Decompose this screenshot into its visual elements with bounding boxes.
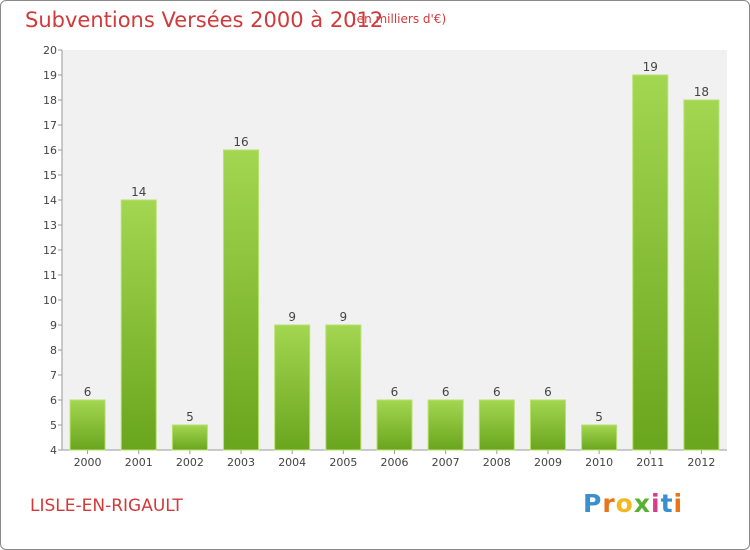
value-label-2009: 6 xyxy=(544,385,552,399)
value-label-2011: 19 xyxy=(643,60,658,74)
y-tick-label: 8 xyxy=(50,344,57,357)
logo-letter: i xyxy=(651,489,661,518)
y-tick-label: 9 xyxy=(50,319,57,332)
bar-2005 xyxy=(325,324,362,451)
proxiti-logo: Proxiti xyxy=(583,489,683,518)
logo-letter: t xyxy=(660,489,674,518)
value-label-2005: 9 xyxy=(340,310,348,324)
y-tick-label: 16 xyxy=(43,144,57,157)
value-label-2012: 18 xyxy=(694,85,709,99)
chart-title: Subventions Versées 2000 à 2012 xyxy=(25,8,384,32)
x-tick-label-2011: 2011 xyxy=(636,456,664,469)
x-tick-label-2000: 2000 xyxy=(74,456,102,469)
value-label-2010: 5 xyxy=(595,410,603,424)
commune-name: LISLE-EN-RIGAULT xyxy=(30,496,183,516)
x-tick-label-2003: 2003 xyxy=(227,456,255,469)
chart-subtitle: (en milliers d'€) xyxy=(352,12,447,26)
value-label-2003: 16 xyxy=(233,135,248,149)
bar-2003 xyxy=(223,149,260,451)
x-tick-label-2002: 2002 xyxy=(176,456,204,469)
logo-letter: o xyxy=(615,489,634,518)
y-tick-label: 10 xyxy=(43,294,57,307)
x-tick-label-2006: 2006 xyxy=(381,456,409,469)
y-tick-label: 18 xyxy=(43,94,57,107)
x-tick-label-2001: 2001 xyxy=(125,456,153,469)
y-tick-label: 6 xyxy=(50,394,57,407)
value-label-2004: 9 xyxy=(288,310,296,324)
bar-2002 xyxy=(171,424,208,451)
y-tick-label: 11 xyxy=(43,269,57,282)
bar-2012 xyxy=(683,99,720,451)
value-label-2002: 5 xyxy=(186,410,194,424)
y-tick-label: 12 xyxy=(43,244,57,257)
x-tick-label-2008: 2008 xyxy=(483,456,511,469)
bar-2004 xyxy=(274,324,311,451)
x-tick-label-2009: 2009 xyxy=(534,456,562,469)
logo-letter: i xyxy=(673,489,684,518)
y-tick-label: 14 xyxy=(43,194,57,207)
logo-letter: P xyxy=(583,489,603,518)
y-tick-label: 4 xyxy=(50,444,57,457)
x-tick-label-2012: 2012 xyxy=(687,456,715,469)
y-tick-label: 13 xyxy=(43,219,57,232)
value-label-2007: 6 xyxy=(442,385,450,399)
y-tick-label: 20 xyxy=(43,44,57,57)
x-tick-label-2010: 2010 xyxy=(585,456,613,469)
bar-2010 xyxy=(581,424,618,451)
bar-2009 xyxy=(529,399,566,451)
y-tick-label: 7 xyxy=(50,369,57,382)
bar-2001 xyxy=(120,199,157,451)
y-tick-label: 5 xyxy=(50,419,57,432)
bar-2006 xyxy=(376,399,413,451)
y-tick-label: 17 xyxy=(43,119,57,132)
bar-2011 xyxy=(632,74,669,451)
x-tick-label-2007: 2007 xyxy=(432,456,460,469)
x-tick-label-2005: 2005 xyxy=(329,456,357,469)
value-label-2006: 6 xyxy=(391,385,399,399)
bar-2007 xyxy=(427,399,464,451)
logo-letter: x xyxy=(633,489,651,518)
plot-area xyxy=(62,50,727,450)
logo-letter: r xyxy=(602,489,616,518)
y-tick-label: 19 xyxy=(43,69,57,82)
bar-2008 xyxy=(478,399,515,451)
bar-2000 xyxy=(69,399,106,451)
value-label-2000: 6 xyxy=(84,385,92,399)
y-tick-label: 15 xyxy=(43,169,57,182)
x-tick-label-2004: 2004 xyxy=(278,456,306,469)
value-label-2001: 14 xyxy=(131,185,146,199)
value-label-2008: 6 xyxy=(493,385,501,399)
